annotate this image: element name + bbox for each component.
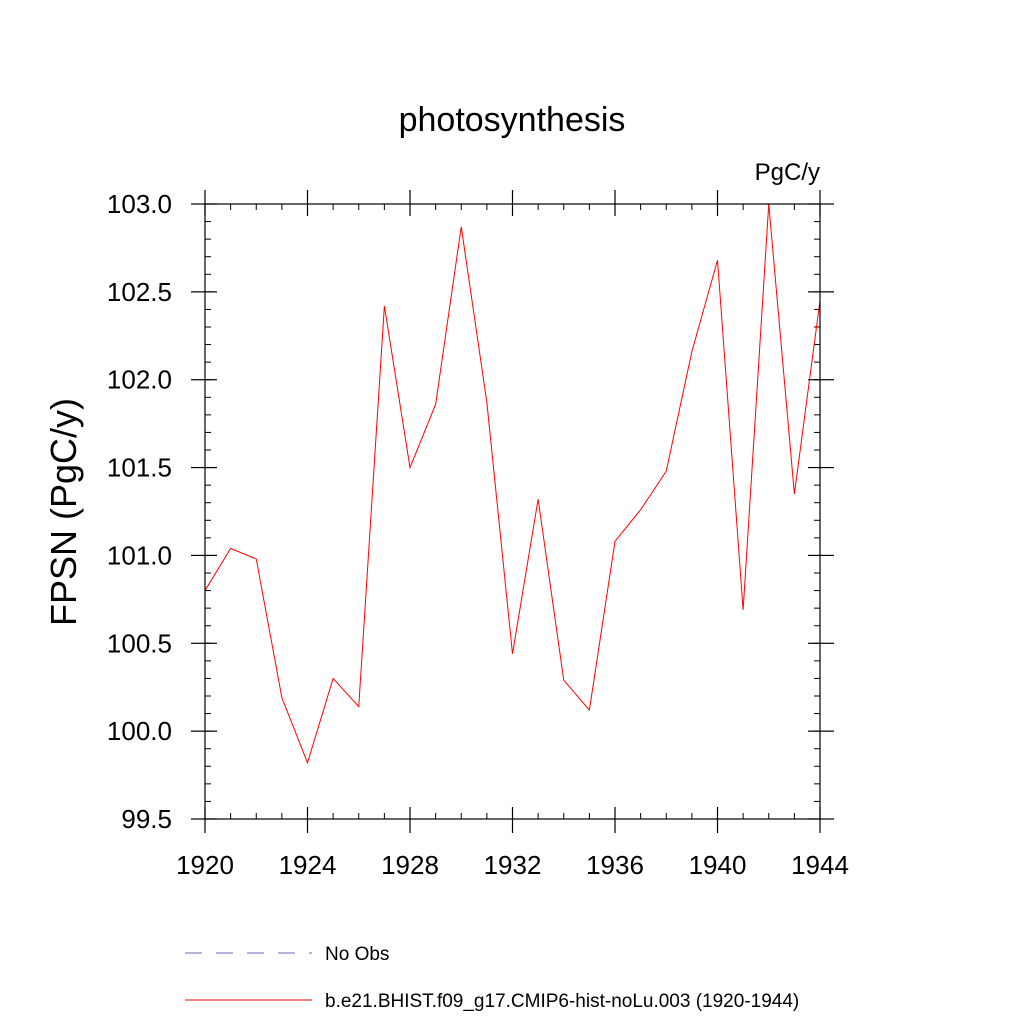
legend-label-model-run: b.e21.BHIST.f09_g17.CMIP6-hist-noLu.003 … xyxy=(325,991,799,1012)
y-tick-label: 101.0 xyxy=(107,540,172,570)
x-tick-labels: 1920 1924 1928 1932 1936 1940 1944 xyxy=(176,850,849,880)
x-tick-label: 1936 xyxy=(586,850,644,880)
x-tick-label: 1932 xyxy=(484,850,542,880)
y-tick-label: 101.5 xyxy=(107,453,172,483)
y-tick-label: 99.5 xyxy=(121,804,172,834)
x-tick-label: 1924 xyxy=(279,850,337,880)
plot-frame xyxy=(204,203,821,820)
y-tick-labels: 99.5 100.0 100.5 101.0 101.5 102.0 102.5 103.0 xyxy=(107,189,172,834)
y-tick-label: 102.0 xyxy=(107,365,172,395)
chart-title: photosynthesis xyxy=(399,101,626,139)
y-axis-label: FPSN (PgC/y) xyxy=(43,398,84,626)
major-ticks xyxy=(191,190,834,833)
y-tick-label: 102.5 xyxy=(107,277,172,307)
minor-ticks xyxy=(204,203,821,820)
legend-label-no-obs: No Obs xyxy=(325,944,389,965)
units-label: PgC/y xyxy=(755,159,820,186)
y-tick-label: 100.0 xyxy=(107,716,172,746)
series-lines xyxy=(204,203,821,765)
x-tick-label: 1940 xyxy=(689,850,747,880)
x-tick-label: 1920 xyxy=(176,850,234,880)
x-tick-label: 1944 xyxy=(791,850,849,880)
x-tick-label: 1928 xyxy=(381,850,439,880)
series-line-1 xyxy=(204,203,821,765)
y-tick-label: 103.0 xyxy=(107,189,172,219)
y-tick-label: 100.5 xyxy=(107,628,172,658)
legend: No Obs b.e21.BHIST.f09_g17.CMIP6-hist-no… xyxy=(185,944,799,1012)
